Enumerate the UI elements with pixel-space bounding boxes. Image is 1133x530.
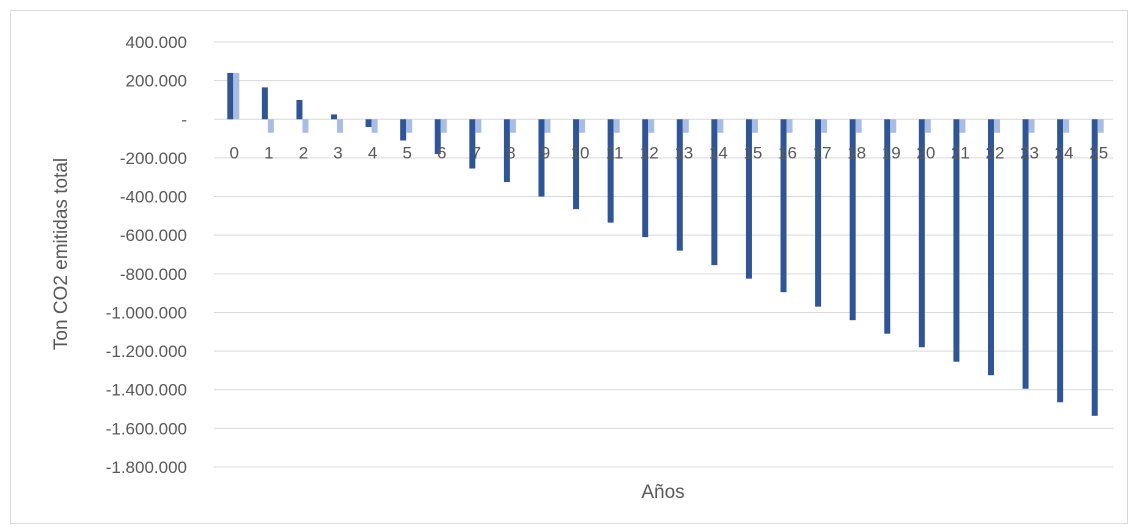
bar-series-2-year-3 [337, 119, 344, 133]
x-tick-label: 12 [640, 143, 659, 162]
bar-series-1-year-20 [918, 119, 925, 348]
bar-series-1-year-13 [676, 119, 683, 251]
bar-series-1-year-9 [538, 119, 545, 197]
x-tick-label: 8 [506, 143, 515, 162]
x-tick-label: 22 [986, 143, 1005, 162]
bar-series-1-year-1 [261, 87, 268, 120]
bar-series-2-year-9 [544, 119, 551, 133]
y-tick-label: -200.000 [120, 149, 187, 168]
bar-series-2-year-20 [924, 119, 931, 133]
y-tick-label: 400.000 [126, 33, 187, 52]
bar-series-1-year-24 [1057, 119, 1064, 403]
bar-series-2-year-25 [1097, 119, 1104, 133]
bar-series-1-year-11 [607, 119, 614, 223]
x-tick-label: 20 [916, 143, 935, 162]
y-tick-label: -1.000.000 [106, 303, 187, 322]
x-tick-label: 16 [778, 143, 797, 162]
bar-series-2-year-2 [302, 119, 309, 133]
bar-series-2-year-15 [751, 119, 758, 133]
bar-series-1-year-6 [434, 119, 441, 155]
bar-series-2-year-13 [682, 119, 689, 133]
bar-series-1-year-5 [400, 119, 407, 141]
y-tick-label: -1.600.000 [106, 419, 187, 438]
bar-series-2-year-4 [371, 119, 378, 133]
bar-series-1-year-19 [884, 119, 891, 334]
bar-series-1-year-12 [642, 119, 649, 238]
x-tick-label: 11 [606, 143, 624, 162]
bars [227, 72, 1104, 416]
bar-series-1-year-2 [296, 99, 303, 120]
bar-series-2-year-1 [267, 119, 274, 133]
bar-series-1-year-10 [573, 119, 580, 210]
y-axis-title: Ton CO2 emitidas total [51, 158, 72, 350]
x-tick-label: 7 [472, 143, 481, 162]
bar-series-2-year-16 [786, 119, 793, 133]
y-tick-label: -800.000 [120, 265, 187, 284]
bar-series-2-year-14 [717, 119, 724, 133]
y-tick-label: 200.000 [126, 72, 187, 91]
bar-series-1-year-4 [365, 119, 372, 127]
x-tick-label: 1 [264, 143, 273, 162]
bar-series-1-year-0 [227, 72, 234, 120]
bar-series-1-year-17 [815, 119, 822, 307]
x-tick-label: 23 [1020, 143, 1039, 162]
bar-series-1-year-16 [780, 119, 787, 293]
bar-series-1-year-18 [849, 119, 856, 321]
x-axis-title: Años [641, 482, 684, 503]
bar-series-2-year-0 [233, 72, 240, 120]
grid-lines [214, 41, 1113, 468]
x-axis-tick-labels: 0 1 2 3 4 5 6 7 8 9 10 11 12 13 14 15 16 17 18 19 20 21 22 23 24… [230, 143, 1109, 162]
chart-frame [10, 10, 1128, 524]
x-tick-label: 19 [882, 143, 901, 162]
x-tick-label: 6 [437, 143, 446, 162]
bar-series-2-year-10 [579, 119, 586, 133]
bar-series-1-year-14 [711, 119, 718, 266]
x-tick-label: 4 [368, 143, 377, 162]
y-axis-tick-labels: 400.000 200.000 - -200.000 -400.000 -600.000 -… [106, 33, 187, 477]
bar-series-2-year-24 [1063, 119, 1070, 133]
bar-series-2-year-19 [890, 119, 897, 133]
y-tick-label: -1.400.000 [106, 381, 187, 400]
x-tick-label: 5 [402, 143, 411, 162]
bar-series-1-year-25 [1091, 119, 1098, 416]
x-tick-label: 25 [1089, 143, 1108, 162]
bar-series-2-year-17 [821, 119, 828, 133]
x-tick-label: 17 [813, 143, 832, 162]
x-tick-label: 9 [541, 143, 550, 162]
x-tick-label: 0 [230, 143, 239, 162]
x-tick-label: 2 [299, 143, 308, 162]
y-tick-label: -1.200.000 [106, 342, 187, 361]
bar-series-2-year-23 [1028, 119, 1035, 133]
bar-series-1-year-22 [987, 119, 994, 376]
x-tick-label: 18 [847, 143, 866, 162]
y-tick-label: - [181, 110, 187, 129]
bar-series-1-year-23 [1022, 119, 1029, 389]
y-tick-label: -400.000 [120, 188, 187, 207]
bar-series-1-year-7 [469, 119, 476, 169]
x-tick-label: 15 [743, 143, 762, 162]
bar-series-1-year-8 [503, 119, 510, 183]
bar-series-1-year-3 [331, 114, 338, 120]
bar-series-2-year-11 [613, 119, 620, 133]
x-tick-label: 13 [674, 143, 693, 162]
bar-series-2-year-8 [509, 119, 516, 133]
x-tick-label: 3 [333, 143, 342, 162]
bar-series-1-year-21 [953, 119, 960, 362]
bar-series-2-year-21 [959, 119, 966, 133]
bar-series-1-year-15 [745, 119, 752, 279]
bar-series-2-year-22 [993, 119, 1000, 133]
x-tick-label: 10 [571, 143, 590, 162]
bar-series-2-year-18 [855, 119, 862, 133]
x-tick-label: 14 [709, 143, 728, 162]
x-tick-label: 24 [1055, 143, 1074, 162]
bar-series-2-year-6 [440, 119, 447, 133]
x-tick-label: 21 [951, 143, 970, 162]
bar-series-2-year-5 [406, 119, 413, 133]
y-tick-label: -600.000 [120, 226, 187, 245]
y-tick-label: -1.800.000 [106, 458, 187, 477]
bar-series-2-year-12 [648, 119, 655, 133]
bar-series-2-year-7 [475, 119, 482, 133]
